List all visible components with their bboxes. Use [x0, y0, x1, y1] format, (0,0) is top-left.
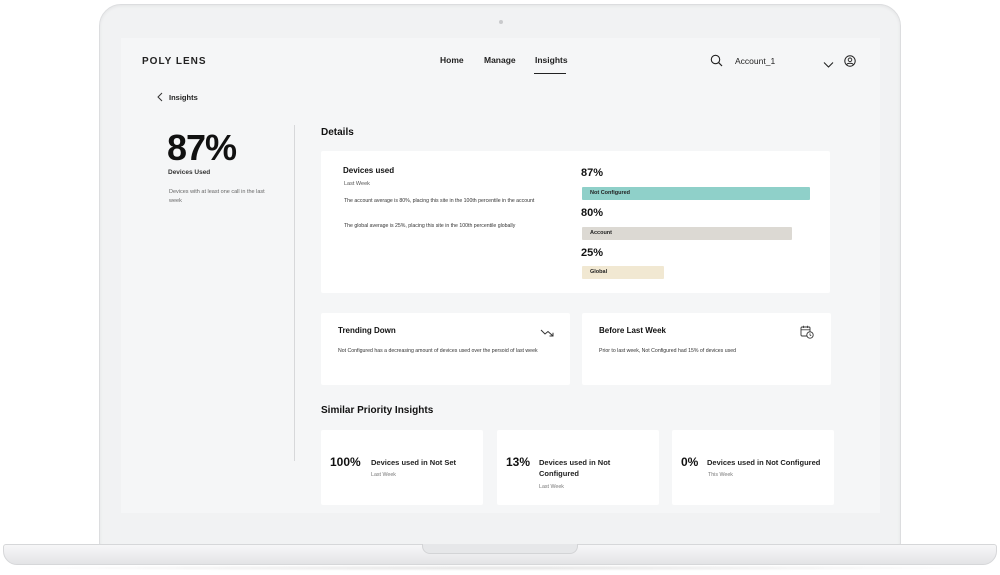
user-profile-icon[interactable]	[844, 54, 856, 72]
insight-title: Devices used in Not Set	[371, 458, 457, 467]
chevron-left-icon	[157, 92, 163, 102]
global-average-text: The global average is 25%, placing this …	[344, 223, 516, 229]
insight-percent: 0%	[681, 455, 699, 469]
laptop-notch	[422, 544, 578, 554]
metric-bar-global: Global	[582, 266, 664, 279]
insight-title: Devices used in Not Configured	[539, 458, 611, 478]
devices-used-percent: 87%	[167, 127, 237, 168]
trending-down-icon	[540, 325, 555, 343]
nav-insights[interactable]: Insights	[535, 55, 568, 65]
app-logo: POLY LENS	[142, 56, 207, 67]
active-tab-indicator	[534, 73, 566, 74]
nav-manage[interactable]: Manage	[484, 55, 516, 65]
search-icon[interactable]	[710, 54, 723, 72]
trending-down-description: Not Configured has a decreasing amount o…	[338, 348, 538, 354]
insight-card[interactable]: 0% Devices used in Not Configured This W…	[672, 430, 834, 505]
details-card-subtitle: Last Week	[344, 181, 370, 187]
insight-subtitle: This Week	[708, 472, 733, 478]
nav-home[interactable]: Home	[440, 55, 464, 65]
chevron-down-icon[interactable]	[823, 56, 834, 74]
camera-dot	[499, 20, 503, 24]
back-link-label: Insights	[169, 92, 198, 102]
account-average-text: The account average is 80%, placing this…	[344, 198, 535, 204]
back-link[interactable]: Insights	[157, 92, 198, 102]
insight-subtitle: Last Week	[371, 472, 396, 478]
account-name[interactable]: Account_1	[735, 56, 776, 66]
calendar-clock-icon	[800, 325, 814, 344]
details-card: Devices used Last Week The account avera…	[321, 151, 830, 293]
insight-subtitle: Last Week	[539, 484, 564, 490]
metric-percent-account: 80%	[581, 207, 604, 219]
insight-title: Devices used in Not Configured	[707, 458, 821, 467]
details-card-title: Devices used	[343, 166, 395, 175]
before-last-week-title: Before Last Week	[599, 326, 666, 335]
devices-used-description: Devices with at least one call in the la…	[169, 189, 265, 204]
details-heading: Details	[321, 127, 354, 138]
insight-card[interactable]: 100% Devices used in Not Set Last Week	[321, 430, 483, 505]
trending-down-title: Trending Down	[338, 326, 396, 335]
trending-down-card[interactable]: Trending Down Not Configured has a decre…	[321, 313, 570, 385]
before-last-week-card[interactable]: Before Last Week Prior to last week, Not…	[582, 313, 831, 385]
app-screen: POLY LENS Home Manage Insights Account_1…	[121, 38, 880, 513]
metric-percent-global: 25%	[581, 247, 604, 259]
top-navigation-bar: POLY LENS Home Manage Insights Account_1	[121, 38, 880, 86]
devices-used-label: Devices Used	[168, 169, 211, 176]
metric-percent-not-configured: 87%	[581, 167, 604, 179]
insight-card[interactable]: 13% Devices used in Not Configured Last …	[497, 430, 659, 505]
laptop-shadow	[10, 565, 990, 571]
metric-bar-not-configured: Not Configured	[582, 187, 810, 200]
vertical-divider	[294, 125, 295, 461]
insight-percent: 13%	[506, 455, 531, 469]
insight-percent: 100%	[330, 455, 361, 469]
similar-insights-heading: Similar Priority Insights	[321, 405, 434, 416]
metric-bar-account: Account	[582, 227, 792, 240]
before-last-week-description: Prior to last week, Not Configured had 1…	[599, 348, 736, 354]
